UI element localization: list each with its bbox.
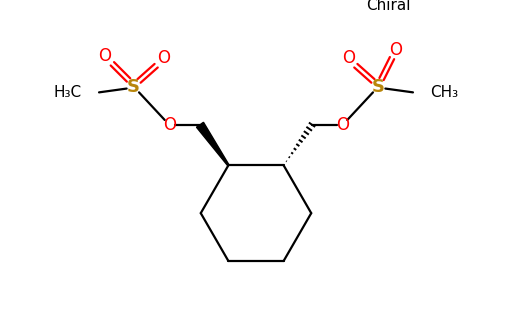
Text: O: O bbox=[389, 41, 402, 59]
Text: O: O bbox=[342, 49, 355, 67]
Text: H₃C: H₃C bbox=[54, 85, 82, 100]
Text: O: O bbox=[157, 49, 170, 67]
Text: O: O bbox=[336, 116, 349, 134]
Text: O: O bbox=[163, 116, 176, 134]
Text: O: O bbox=[98, 47, 111, 65]
Text: CH₃: CH₃ bbox=[430, 85, 458, 100]
Text: S: S bbox=[127, 78, 140, 96]
Polygon shape bbox=[197, 122, 229, 166]
Text: S: S bbox=[372, 78, 385, 96]
Text: Chiral: Chiral bbox=[366, 0, 411, 13]
